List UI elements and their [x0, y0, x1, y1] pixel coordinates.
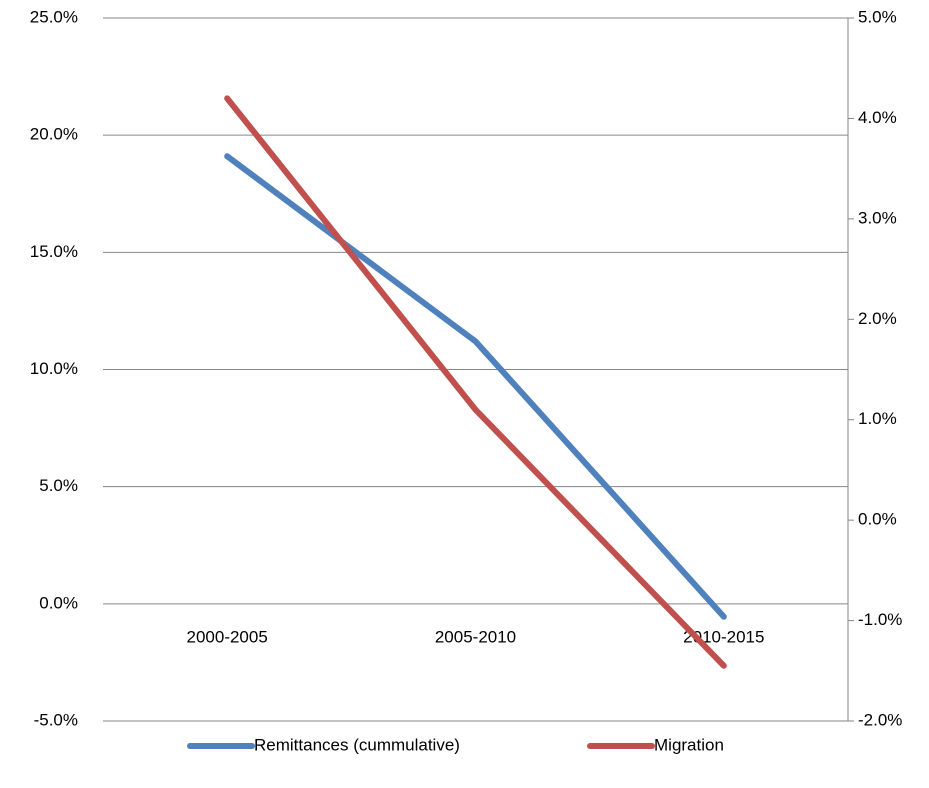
y2-tick-label: -1.0% [858, 610, 902, 629]
y-tick-label: 5.0% [39, 476, 78, 495]
y-tick-label: 10.0% [30, 359, 78, 378]
y2-tick-label: 4.0% [858, 108, 897, 127]
x-tick-label: 2000-2005 [187, 627, 268, 646]
y2-tick-label: 2.0% [858, 309, 897, 328]
y-tick-label: 15.0% [30, 242, 78, 261]
y-tick-label: 0.0% [39, 593, 78, 612]
y2-tick-label: 3.0% [858, 208, 897, 227]
x-tick-label: 2005-2010 [435, 627, 516, 646]
y2-tick-label: 0.0% [858, 510, 897, 529]
y2-tick-label: 1.0% [858, 409, 897, 428]
y2-tick-label: 5.0% [858, 7, 897, 26]
series-line [224, 95, 727, 669]
y-tick-label: 25.0% [30, 7, 78, 26]
series-line [224, 153, 727, 620]
legend-label: Migration [654, 735, 724, 754]
legend-label: Remittances (cummulative) [254, 735, 460, 754]
y2-tick-label: -2.0% [858, 710, 902, 729]
y-tick-label: -5.0% [34, 710, 78, 729]
y-tick-label: 20.0% [30, 125, 78, 144]
